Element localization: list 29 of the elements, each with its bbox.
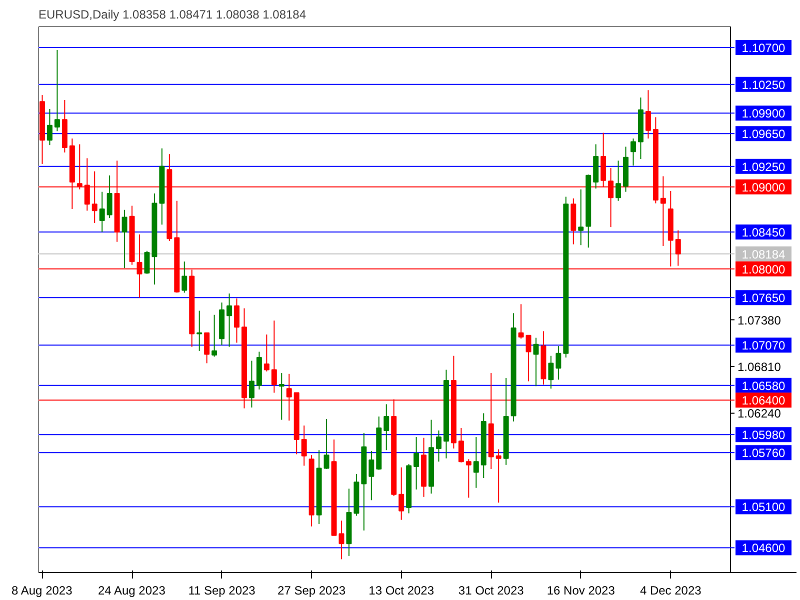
- x-tick-label: 4 Dec 2023: [640, 584, 702, 598]
- ref-line-label: 1.08450: [742, 226, 786, 240]
- ref-line-label: 1.07650: [742, 291, 786, 306]
- x-tick-label: 11 Sep 2023: [188, 584, 256, 598]
- x-tick-label: 8 Aug 2023: [12, 584, 73, 598]
- ref-line-label: 1.05760: [742, 446, 786, 460]
- chart-title: EURUSD,Daily 1.08358 1.08471 1.08038 1.08184: [38, 8, 306, 22]
- ref-line-label: 1.09250: [742, 160, 786, 174]
- ref-line-label: 1.10700: [742, 40, 786, 55]
- ref-line-label: 1.09900: [742, 106, 786, 121]
- x-tick-label: 27 Sep 2023: [278, 584, 346, 598]
- y-tick-label: 1.06240: [738, 406, 782, 421]
- ref-line-label: 1.10250: [742, 78, 786, 92]
- ref-line-label: 1.06580: [742, 378, 786, 393]
- ref-line-label: 1.08000: [742, 262, 786, 276]
- y-tick-label: 1.06810: [738, 360, 782, 374]
- ref-line-label: 1.05980: [742, 428, 786, 442]
- x-tick-label: 16 Nov 2023: [546, 584, 616, 598]
- ref-line-label: 1.05100: [742, 500, 786, 514]
- ref-line-label: 1.09650: [742, 127, 786, 142]
- ref-line-label: 1.09000: [742, 180, 786, 194]
- ref-line-label: 1.08184: [742, 247, 786, 262]
- x-tick-label: 31 Oct 2023: [458, 584, 524, 598]
- x-tick-label: 13 Oct 2023: [368, 584, 434, 598]
- ref-line-label: 1.04600: [742, 541, 786, 556]
- x-tick-label: 24 Aug 2023: [98, 584, 166, 598]
- ref-line-label: 1.06400: [742, 394, 786, 408]
- ref-line-label: 1.07070: [742, 338, 786, 353]
- y-tick-label: 1.07380: [738, 313, 782, 328]
